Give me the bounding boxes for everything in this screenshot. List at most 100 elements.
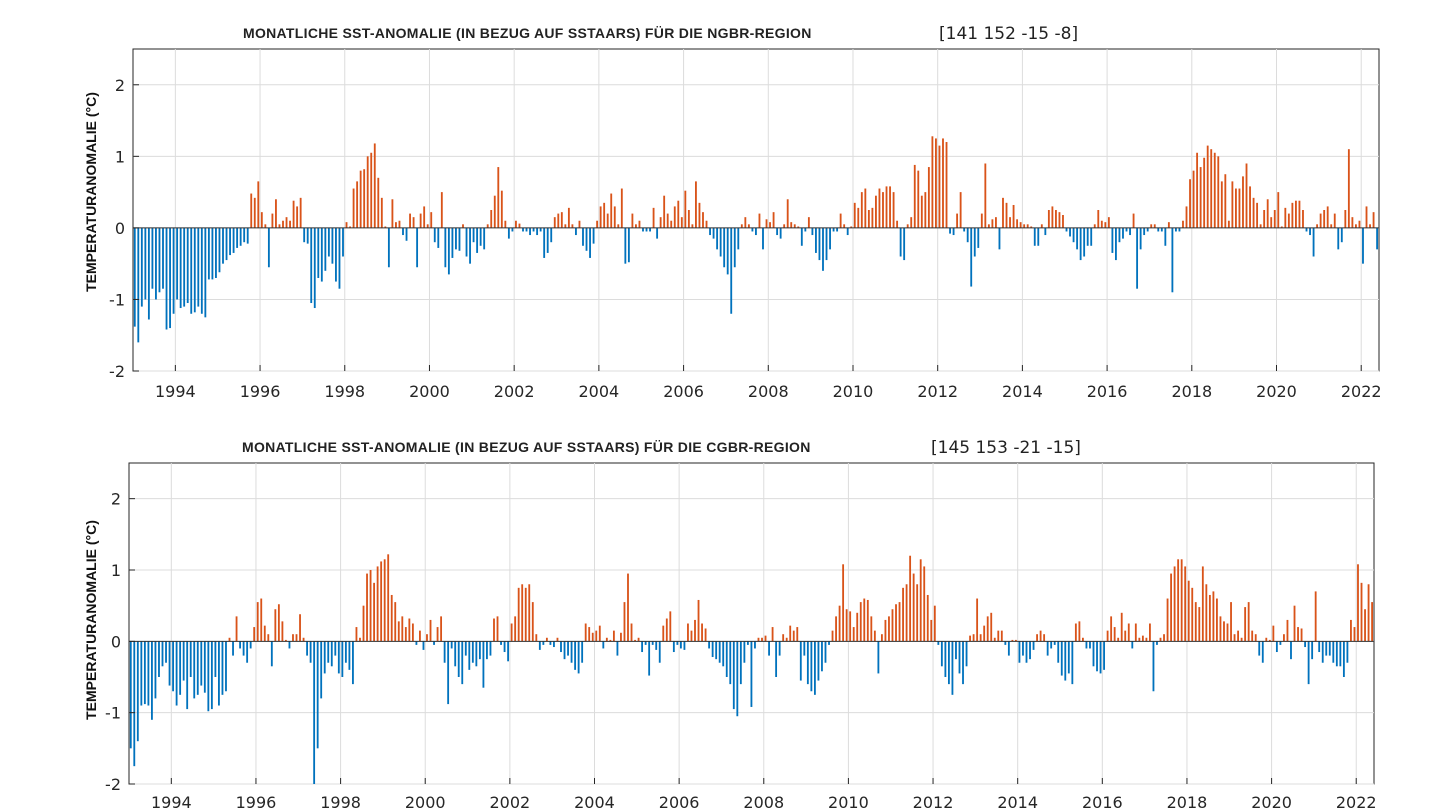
bar-negative (948, 641, 950, 685)
bar-positive (757, 637, 760, 642)
x-tick-label: 2000 (409, 382, 450, 401)
bar-negative (155, 227, 157, 300)
x-tick-label: 2016 (1082, 793, 1123, 810)
bar-positive (875, 195, 877, 228)
bar-positive (1240, 637, 1243, 642)
bar-negative (648, 641, 651, 676)
bar-negative (944, 641, 947, 677)
bar-negative (1340, 227, 1343, 243)
bar-positive (835, 616, 837, 642)
bar-negative (478, 641, 481, 660)
bar-negative (154, 641, 157, 699)
bar-positive (916, 584, 919, 642)
bar-positive (913, 164, 916, 228)
bar-positive (1284, 207, 1287, 228)
bar-positive (866, 599, 869, 642)
chart-title: MONATLICHE SST-ANOMALIE (IN BEZUG AUF SS… (243, 25, 812, 41)
bar-negative (1122, 227, 1124, 239)
bar-negative (592, 227, 595, 244)
bar-positive (398, 220, 401, 228)
bar-negative (1046, 641, 1049, 656)
bar-negative (585, 227, 588, 251)
bar-negative (651, 641, 654, 645)
x-tick-label: 2006 (659, 793, 700, 810)
bar-negative (799, 641, 802, 681)
bar-negative (779, 227, 782, 239)
bar-negative (825, 227, 828, 261)
bar-negative (239, 641, 241, 649)
bar-negative (151, 641, 153, 720)
bar-negative (147, 227, 150, 320)
y-tick-label: -1 (105, 704, 121, 723)
y-axis-label: TEMPERATURANOMALIE (°C) (83, 92, 99, 292)
bar-positive (1180, 559, 1183, 642)
bar-positive (839, 213, 842, 228)
bar-negative (718, 641, 721, 663)
bar-negative (574, 641, 577, 670)
bar-positive (1364, 609, 1366, 642)
bar-negative (715, 641, 718, 660)
bar-positive (983, 625, 986, 642)
bar-positive (764, 635, 767, 642)
bar-positive (898, 602, 901, 642)
bar-positive (1220, 181, 1223, 228)
y-axis-label: TEMPERATURANOMALIE (°C) (83, 520, 99, 720)
x-tick-label: 2022 (1341, 382, 1382, 401)
bar-negative (746, 641, 749, 645)
bar-negative (458, 227, 461, 251)
bar-negative (229, 227, 231, 256)
bar-positive (1170, 573, 1172, 642)
bar-negative (309, 641, 312, 663)
bar-positive (702, 212, 704, 228)
plot-frame (132, 48, 1380, 372)
bar-positive (429, 619, 432, 642)
bar-positive (1196, 152, 1199, 228)
bar-negative (736, 641, 739, 717)
bar-positive (1163, 634, 1165, 642)
bar-positive (984, 163, 987, 228)
bar-positive (896, 220, 899, 228)
bar-positive (603, 202, 606, 228)
bar-positive (1199, 167, 1202, 228)
bar-negative (313, 641, 316, 784)
bar-positive (1249, 186, 1251, 228)
bar-positive (1224, 174, 1227, 228)
bar-positive (419, 213, 422, 228)
bar-positive (497, 167, 500, 228)
bar-negative (1156, 641, 1158, 645)
bar-positive (1106, 630, 1109, 642)
bar-negative (175, 641, 178, 706)
bar-negative (437, 227, 440, 248)
bar-negative (447, 227, 450, 275)
bar-negative (762, 227, 764, 250)
bar-positive (744, 217, 747, 228)
bar-negative (137, 227, 140, 343)
bar-negative (222, 227, 224, 264)
bar-positive (267, 634, 270, 642)
bar-negative (965, 641, 968, 667)
bar-positive (1134, 623, 1137, 642)
bar-negative (815, 227, 817, 253)
bar-positive (1205, 584, 1208, 642)
bar-negative (1069, 227, 1071, 237)
bar-negative (471, 641, 474, 663)
bar-positive (556, 637, 559, 642)
bar-negative (952, 227, 955, 236)
bar-negative (221, 641, 224, 695)
bar-negative (207, 227, 210, 280)
bar-negative (267, 227, 270, 268)
bar-positive (1182, 220, 1184, 228)
bar-positive (1062, 215, 1064, 228)
bar-positive (504, 220, 507, 228)
x-tick-label: 2000 (405, 793, 446, 810)
bar-positive (1141, 635, 1144, 642)
bar-negative (567, 641, 569, 656)
x-tick-label: 2004 (574, 793, 615, 810)
bar-positive (956, 213, 959, 228)
bar-positive (1256, 202, 1259, 228)
bar-negative (475, 641, 478, 667)
bar-positive (782, 634, 785, 642)
bar-negative (806, 641, 809, 685)
bar-negative (168, 641, 171, 686)
bar-positive (369, 570, 372, 642)
